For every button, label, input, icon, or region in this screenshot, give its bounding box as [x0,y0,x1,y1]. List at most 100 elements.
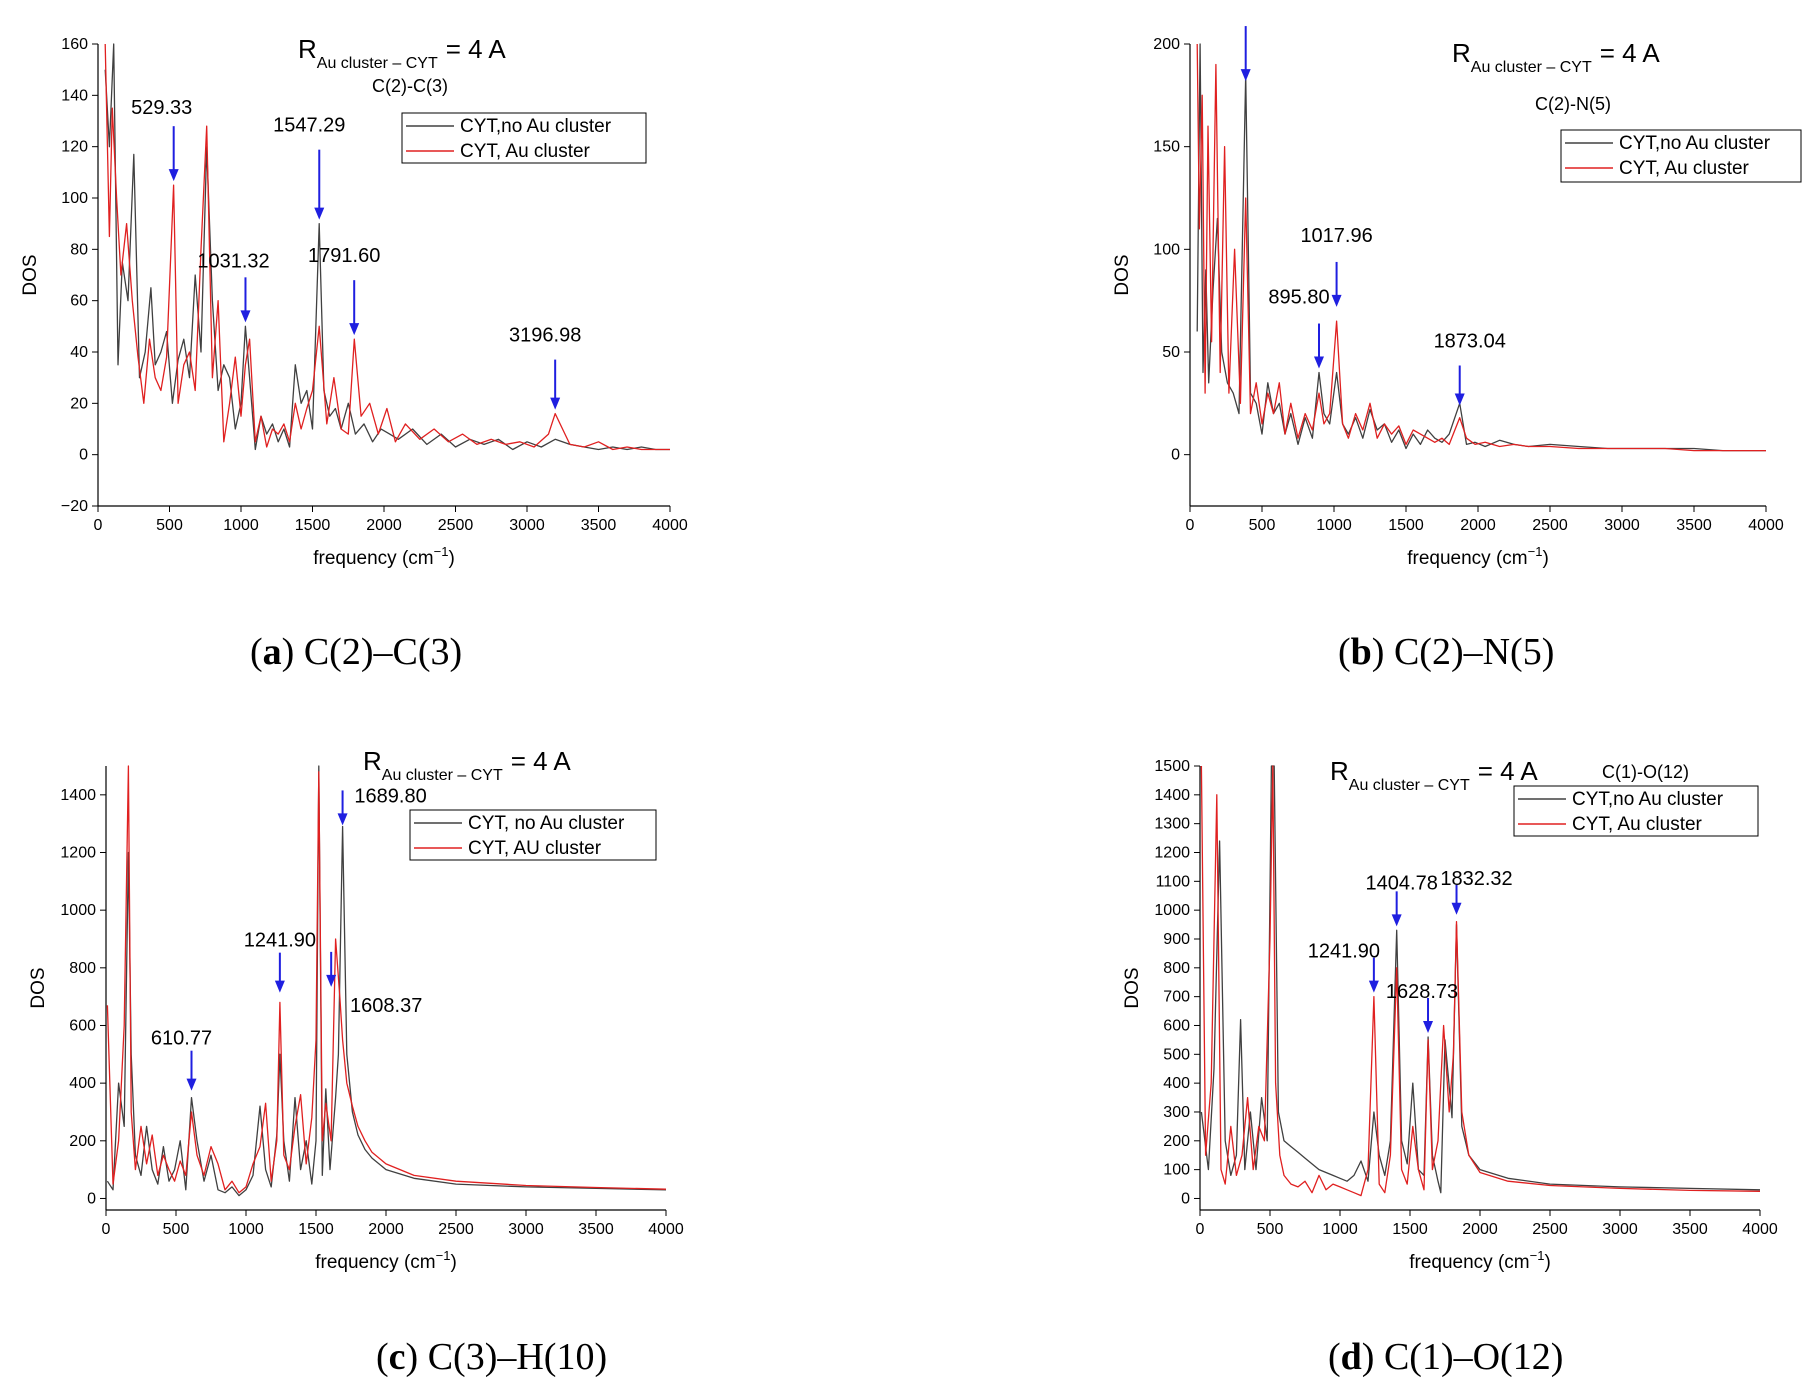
y-tick-label: 60 [70,293,88,310]
legend-label: CYT,no Au cluster [460,116,612,137]
annotation-label: 386.82 [1215,0,1276,1]
y-tick-label: 40 [70,344,88,361]
annotation-arrow-head [1368,980,1379,993]
y-tick-label: −20 [61,498,88,515]
annotation-label: 1628.73 [1386,981,1458,1003]
x-tick-label: 500 [1249,517,1276,534]
annotation-arrow-head [168,169,179,182]
annotation-label: 1791.60 [308,245,380,267]
caption-letter: c [388,1336,406,1378]
caption-c: (c) C(3)–H(10) [376,1336,608,1378]
annotation-arrow-head [1331,294,1342,307]
y-tick-label: 800 [69,960,96,977]
y-tick-label: 200 [69,1133,96,1150]
chart-title: RAu cluster – CYT = 4 A [298,34,506,72]
x-axis-label: frequency (cm−1) [1407,544,1549,569]
annotation-arrow-head [1313,356,1324,369]
y-tick-label: 600 [1163,1017,1190,1034]
y-tick-label: 160 [61,36,88,53]
series-line-au [1200,765,1760,1197]
annotation-arrow-head [1423,1021,1434,1034]
y-tick-label: 200 [1163,1133,1190,1150]
y-tick-label: 1500 [1154,758,1190,775]
x-tick-label: 0 [94,517,103,534]
caption-d: (d) C(1)–O(12) [1328,1336,1564,1378]
y-tick-label: 140 [61,87,88,104]
x-tick-label: 2000 [1462,1221,1498,1238]
caption-letter: a [262,631,282,673]
legend-label: CYT,no Au cluster [1619,133,1771,154]
chart-title: RAu cluster – CYT = 4 A [1452,38,1660,76]
y-axis-label: DOS [1122,967,1143,1008]
x-tick-label: 500 [1257,1221,1284,1238]
legend-box [409,809,657,861]
x-tick-label: 0 [1186,517,1195,534]
legend-box [1560,129,1802,183]
legend-label: CYT, Au cluster [1572,814,1703,835]
chart-title: RAu cluster – CYT = 4 A [1330,756,1538,794]
x-tick-label: 3000 [509,517,545,534]
x-tick-label: 1500 [298,1221,334,1238]
annotation-label: 1241.90 [1308,941,1380,963]
caption-letter: b [1350,631,1372,673]
y-tick-label: 900 [1163,931,1190,948]
caption-text: C(2)–C(3) [303,631,463,673]
annotation-label: 3196.98 [509,325,581,347]
x-tick-label: 4000 [648,1221,684,1238]
panel-b: 0 500 1000 1500 2000 2500 3000 3500 4000 0 50 100 15… [1112,0,1802,569]
caption-text: C(1)–O(12) [1383,1336,1564,1378]
annotation-label: 1832.32 [1440,868,1512,890]
annotation-label: 895.80 [1268,287,1329,309]
x-tick-label: 2500 [1532,517,1568,534]
y-tick-label: 0 [87,1190,96,1207]
y-axis-label: DOS [28,967,49,1008]
y-tick-label: 0 [1171,447,1180,464]
legend-label: CYT, Au cluster [1619,158,1750,179]
x-tick-label: 3000 [1602,1221,1638,1238]
annotation-label: 1404.78 [1366,872,1438,894]
annotation-label: 1031.32 [197,250,269,272]
y-tick-label: 1100 [1156,873,1191,890]
x-tick-label: 4000 [1742,1221,1778,1238]
y-tick-label: 100 [1163,1162,1190,1179]
y-tick-label: 50 [1162,344,1180,361]
bond-label: C(2)-N(5) [1535,94,1611,114]
annotation-arrow-head [240,310,251,323]
x-tick-label: 1500 [1388,517,1424,534]
annotation-arrow-head [326,974,337,987]
annotation-arrow-head [550,397,561,410]
annotation-arrow-head [1451,902,1462,915]
y-tick-label: 1000 [60,902,96,919]
annotation-label: 1547.29 [273,115,345,137]
x-tick-label: 2000 [366,517,402,534]
caption-text: C(2)–N(5) [1393,631,1555,673]
y-tick-label: 500 [1163,1046,1190,1063]
annotation-arrow-head [314,207,325,220]
legend-label: CYT, Au cluster [460,141,591,162]
caption-b: (b) C(2)–N(5) [1338,631,1555,673]
y-tick-label: 1200 [1154,844,1190,861]
chart-title: RAu cluster – CYT = 4 A [363,746,571,784]
panel-a: 0 500 1000 1500 2000 2500 3000 3500 4000 −20 0 20 40… [20,34,688,569]
y-tick-label: 400 [1163,1075,1190,1092]
y-tick-label: 120 [61,139,88,156]
x-tick-label: 3000 [1604,517,1640,534]
y-tick-label: 600 [69,1017,96,1034]
x-tick-label: 2000 [1460,517,1496,534]
x-tick-label: 3000 [508,1221,544,1238]
y-tick-label: 100 [1153,241,1180,258]
panel-d: 0 500 1000 1500 2000 2500 3000 3500 4000 0 100 200 3… [1122,756,1778,1273]
x-tick-label: 1000 [228,1221,264,1238]
annotation-label: 1608.37 [350,995,422,1017]
y-tick-label: 200 [1153,36,1180,53]
annotation-label: 1241.90 [244,930,316,952]
annotation-arrow-head [186,1078,197,1091]
legend-label: CYT, AU cluster [468,838,602,859]
annotation-arrow-head [337,813,348,826]
y-tick-label: 1200 [60,844,96,861]
x-tick-label: 2500 [438,517,474,534]
y-tick-label: 20 [70,395,88,412]
y-tick-label: 150 [1153,139,1180,156]
y-tick-label: 1400 [60,787,96,804]
annotation-label: 1873.04 [1434,330,1506,352]
